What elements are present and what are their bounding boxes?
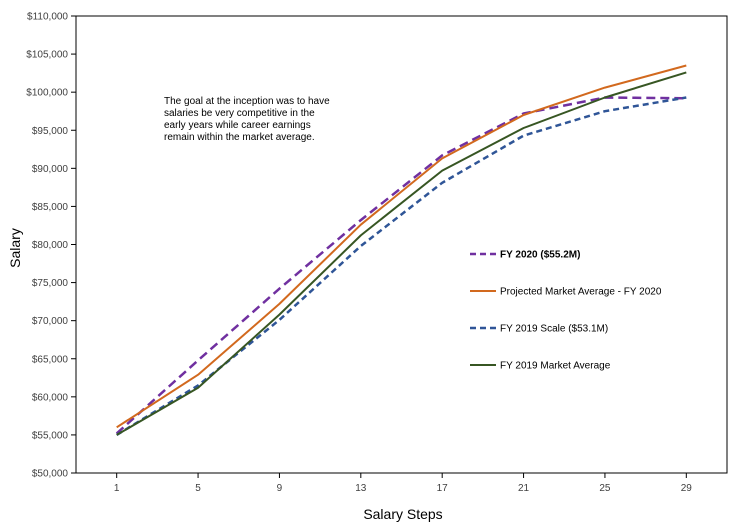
- y-tick-label: $110,000: [27, 12, 68, 23]
- x-tick-label: 25: [599, 483, 611, 494]
- legend-label: FY 2019 Market Average: [500, 361, 611, 372]
- annotation-line: early years while career earnings: [164, 120, 311, 131]
- y-tick-label: $65,000: [32, 354, 69, 365]
- legend-label: Projected Market Average - FY 2020: [500, 287, 662, 298]
- series-line-1: [115, 96, 687, 435]
- annotation-line: The goal at the inception was to have: [164, 96, 330, 107]
- y-tick-label: $80,000: [32, 240, 69, 251]
- legend-label: FY 2019 Scale ($53.1M): [500, 324, 608, 335]
- x-tick-label: 17: [437, 483, 449, 494]
- y-tick-label: $95,000: [32, 126, 69, 137]
- series-line-2: [116, 64, 687, 429]
- y-tick-label: $90,000: [32, 164, 69, 175]
- y-tick-label: $60,000: [32, 392, 69, 403]
- annotation: The goal at the inception was to have sa…: [164, 96, 332, 143]
- y-tick-label: $75,000: [32, 278, 69, 289]
- x-tick-label: 29: [681, 483, 693, 494]
- legend: FY 2020 ($55.2M) Projected Market Average…: [470, 250, 662, 372]
- series-line-4: [116, 71, 687, 436]
- x-tick-label: 21: [518, 483, 530, 494]
- y-tick-label: $100,000: [26, 88, 68, 99]
- y-tick-label: $105,000: [26, 50, 68, 61]
- series-lines: [115, 64, 687, 436]
- y-axis-title: Salary: [7, 228, 23, 268]
- y-tick-label: $70,000: [32, 316, 69, 327]
- y-tick-label: $85,000: [32, 202, 69, 213]
- plot-area: [75, 15, 728, 474]
- x-tick-label: 9: [277, 483, 283, 494]
- y-tick-label: $50,000: [32, 469, 69, 480]
- y-tick-label: $55,000: [32, 430, 69, 441]
- x-tick-label: 5: [195, 483, 201, 494]
- x-tick-label: 1: [114, 483, 120, 494]
- x-axis-title: Salary Steps: [363, 506, 442, 522]
- legend-label: FY 2020 ($55.2M): [500, 250, 580, 261]
- y-axis-ticks: $50,000 $55,000 $60,000 $65,000 $70,000 $75,0…: [26, 12, 76, 480]
- annotation-line: salaries be very competitive in the: [164, 108, 315, 119]
- annotation-line: remain within the market average.: [164, 132, 315, 143]
- x-tick-label: 13: [355, 483, 367, 494]
- x-axis-ticks: 1 5 9 13 17 21 25 29: [114, 473, 692, 494]
